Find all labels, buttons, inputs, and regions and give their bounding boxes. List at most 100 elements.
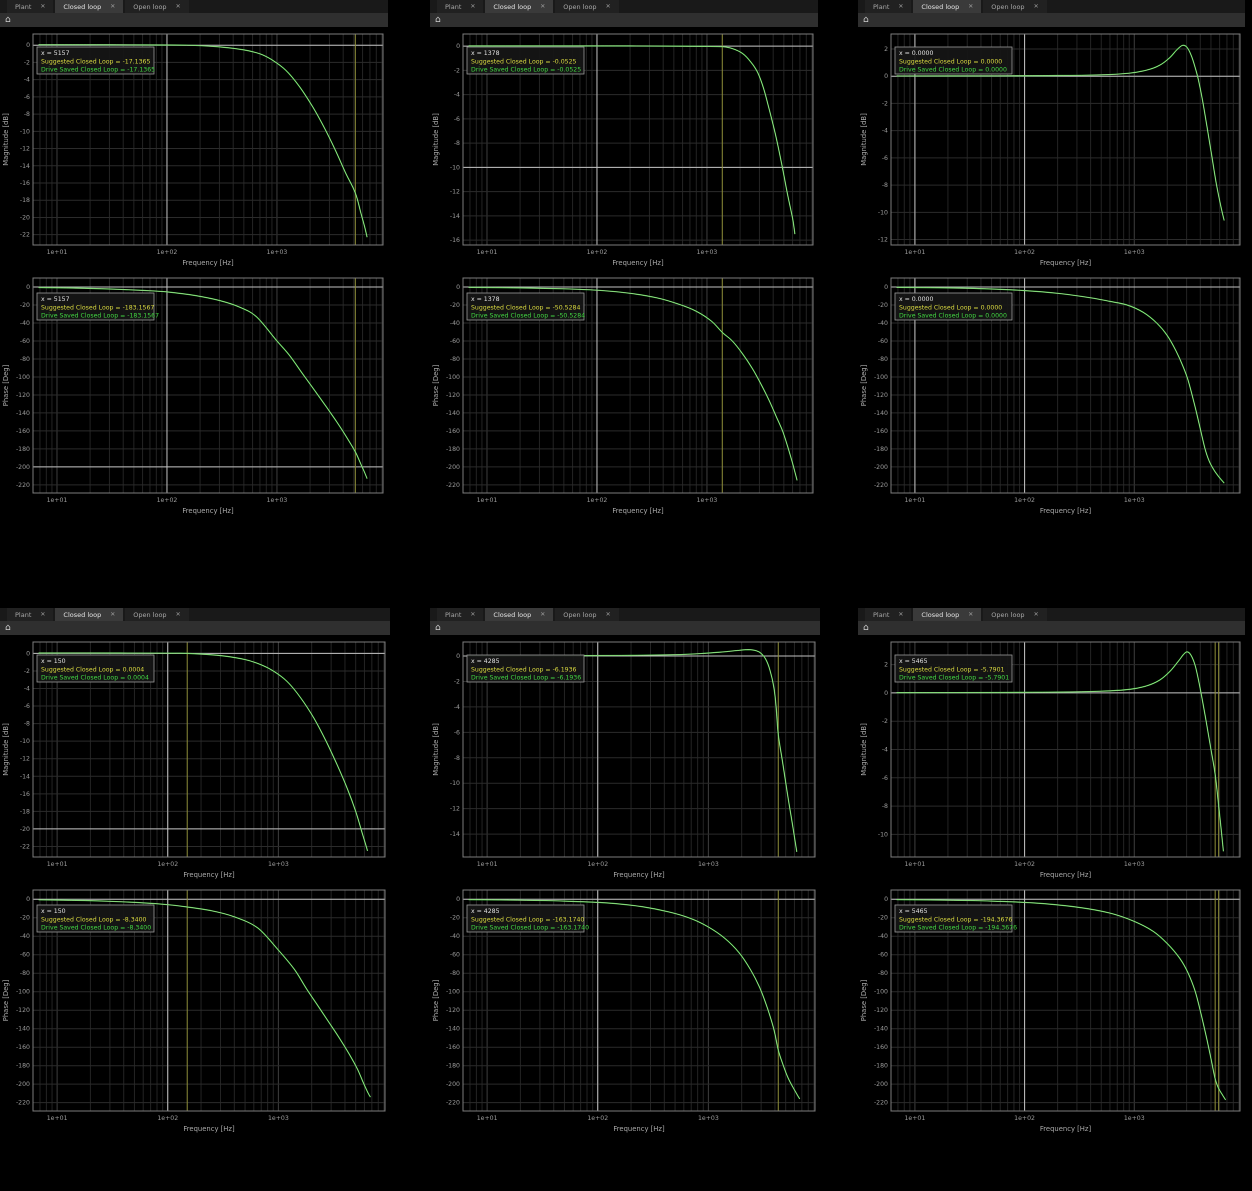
magnitude-plot[interactable]: 0 -2 -4 -6 -8 -10 -12 -14 -16 1e+01 1e+02 1e+03 Freq… <box>430 27 818 271</box>
tab-close-icon[interactable]: ✕ <box>175 610 181 618</box>
y-tick-label: -4 <box>882 128 888 135</box>
tab-plant[interactable]: Plant ✕ <box>437 0 484 13</box>
tab-close-icon[interactable]: ✕ <box>898 2 904 10</box>
tab-close-icon[interactable]: ✕ <box>605 2 611 10</box>
y-tick-label: -220 <box>874 482 888 489</box>
tooltip-line: Suggested Closed Loop = -8.3400 <box>41 916 147 923</box>
tab-plant[interactable]: Plant ✕ <box>865 608 912 621</box>
x-tick-label: 1e+01 <box>905 861 926 868</box>
y-tick-label: -80 <box>450 970 460 977</box>
home-icon[interactable]: ⌂ <box>435 622 441 633</box>
tab-close-icon[interactable]: ✕ <box>968 610 974 618</box>
tab-close-icon[interactable]: ✕ <box>175 2 181 10</box>
phase-plot[interactable]: 0 -20 -40 -60 -80 -100 -120 -140 -160 -180 -200 -22… <box>858 271 1245 519</box>
bode-panel-5: Plant ✕ Closed loop ✕ Open loop ✕ ⌂ 0 -2 -4 -6 -8 -1… <box>430 608 820 1138</box>
tooltip-line: x = 1378 <box>471 50 500 57</box>
y-tick-label: -60 <box>878 952 888 959</box>
tooltip-line: Suggested Closed Loop = -0.0525 <box>471 58 577 65</box>
tooltip-line: x = 5465 <box>899 658 928 665</box>
y-tick-label: -10 <box>20 128 30 135</box>
y-tick-label: 0 <box>26 896 30 903</box>
tab-close-icon[interactable]: ✕ <box>1033 2 1039 10</box>
home-icon[interactable]: ⌂ <box>863 622 869 633</box>
tab-plant[interactable]: Plant ✕ <box>437 608 484 621</box>
tab-plant[interactable]: Plant ✕ <box>7 0 54 13</box>
y-tick-label: -12 <box>450 189 460 196</box>
magnitude-plot[interactable]: 0 -2 -4 -6 -8 -10 -12 -14 -16 -18 -20 -22 1e+01 1e+02… <box>0 27 388 271</box>
tab-close-icon[interactable]: ✕ <box>40 610 46 618</box>
tab-label: Open loop <box>133 610 167 619</box>
tab-open-loop[interactable]: Open loop ✕ <box>125 608 189 621</box>
home-icon[interactable]: ⌂ <box>863 14 869 25</box>
tab-close-icon[interactable]: ✕ <box>470 610 476 618</box>
tab-close-icon[interactable]: ✕ <box>40 2 46 10</box>
phase-plot[interactable]: 0 -20 -40 -60 -80 -100 -120 -140 -160 -180 -200 -22… <box>430 271 818 519</box>
y-tick-label: -220 <box>874 1100 888 1107</box>
phase-plot[interactable]: 0 -20 -40 -60 -80 -100 -120 -140 -160 -180 -200 -22… <box>0 271 388 519</box>
tab-close-icon[interactable]: ✕ <box>1033 610 1039 618</box>
x-tick-label: 1e+03 <box>698 861 719 868</box>
tab-close-icon[interactable]: ✕ <box>540 610 546 618</box>
tab-close-icon[interactable]: ✕ <box>110 610 116 618</box>
x-tick-label: 1e+03 <box>268 1115 289 1122</box>
tab-open-loop[interactable]: Open loop ✕ <box>125 0 189 13</box>
tab-label: Closed loop <box>493 610 532 619</box>
home-icon[interactable]: ⌂ <box>435 14 441 25</box>
tab-bar: Plant ✕ Closed loop ✕ Open loop ✕ <box>0 0 388 13</box>
tab-plant[interactable]: Plant ✕ <box>865 0 912 13</box>
y-tick-label: -60 <box>20 338 30 345</box>
tab-label: Plant <box>445 2 462 11</box>
x-axis-label: Frequency [Hz] <box>613 1125 665 1133</box>
magnitude-plot[interactable]: 0 -2 -4 -6 -8 -10 -12 -14 -16 -18 -20 -22 1e+01 1e+02… <box>0 635 390 883</box>
tooltip-line: Drive Saved Closed Loop = -163.1740 <box>471 925 589 932</box>
magnitude-plot[interactable]: 0 -2 -4 -6 -8 -10 -12 -14 1e+01 1e+02 1e+03 Frequen… <box>430 635 820 883</box>
tab-open-loop[interactable]: Open loop ✕ <box>555 0 619 13</box>
y-tick-label: -8 <box>882 803 888 810</box>
y-tick-label: -10 <box>878 209 888 216</box>
tab-closed-loop[interactable]: Closed loop ✕ <box>55 0 124 13</box>
tab-label: Open loop <box>563 2 597 11</box>
tab-closed-loop[interactable]: Closed loop ✕ <box>485 0 554 13</box>
tab-close-icon[interactable]: ✕ <box>968 2 974 10</box>
y-tick-label: -140 <box>16 410 30 417</box>
tab-close-icon[interactable]: ✕ <box>898 610 904 618</box>
y-tick-label: -4 <box>24 77 30 84</box>
home-icon[interactable]: ⌂ <box>5 622 11 633</box>
tab-closed-loop[interactable]: Closed loop ✕ <box>485 608 554 621</box>
tab-close-icon[interactable]: ✕ <box>540 2 546 10</box>
phase-plot[interactable]: 0 -20 -40 -60 -80 -100 -120 -140 -160 -180 -200 -22… <box>0 883 390 1137</box>
y-tick-label: -200 <box>16 1081 30 1088</box>
tooltip-line: x = 5157 <box>41 50 70 57</box>
phase-plot[interactable]: 0 -20 -40 -60 -80 -100 -120 -140 -160 -180 -200 -22… <box>858 883 1245 1137</box>
tab-close-icon[interactable]: ✕ <box>110 2 116 10</box>
tab-closed-loop[interactable]: Closed loop ✕ <box>913 0 982 13</box>
tab-closed-loop[interactable]: Closed loop ✕ <box>913 608 982 621</box>
y-tick-label: -100 <box>16 374 30 381</box>
tab-bar: Plant ✕ Closed loop ✕ Open loop ✕ <box>0 608 390 621</box>
tab-label: Closed loop <box>63 610 102 619</box>
y-tick-label: -20 <box>450 302 460 309</box>
tooltip-line: x = 150 <box>41 908 66 915</box>
tab-open-loop[interactable]: Open loop ✕ <box>983 608 1047 621</box>
suggested-loop-curve <box>468 649 798 852</box>
tab-closed-loop[interactable]: Closed loop ✕ <box>55 608 124 621</box>
tab-open-loop[interactable]: Open loop ✕ <box>983 0 1047 13</box>
home-icon[interactable]: ⌂ <box>5 14 11 25</box>
y-axis-label: Magnitude [dB] <box>2 113 10 166</box>
y-tick-label: -4 <box>24 686 30 693</box>
y-axis-label: Phase [Deg] <box>432 364 440 406</box>
tab-plant[interactable]: Plant ✕ <box>7 608 54 621</box>
tab-close-icon[interactable]: ✕ <box>470 2 476 10</box>
phase-plot[interactable]: 0 -20 -40 -60 -80 -100 -120 -140 -160 -180 -200 -22… <box>430 883 820 1137</box>
magnitude-plot[interactable]: 2 0 -2 -4 -6 -8 -10 1e+01 1e+02 1e+03 Frequency [H… <box>858 635 1245 883</box>
tab-close-icon[interactable]: ✕ <box>605 610 611 618</box>
plot-frame <box>890 277 1241 494</box>
magnitude-plot[interactable]: 2 0 -2 -4 -6 -8 -10 -12 1e+01 1e+02 1e+03 Frequency… <box>858 27 1245 271</box>
y-axis-label: Phase [Deg] <box>2 979 10 1021</box>
y-tick-label: -100 <box>446 989 460 996</box>
y-tick-label: 0 <box>456 896 460 903</box>
tab-open-loop[interactable]: Open loop ✕ <box>555 608 619 621</box>
